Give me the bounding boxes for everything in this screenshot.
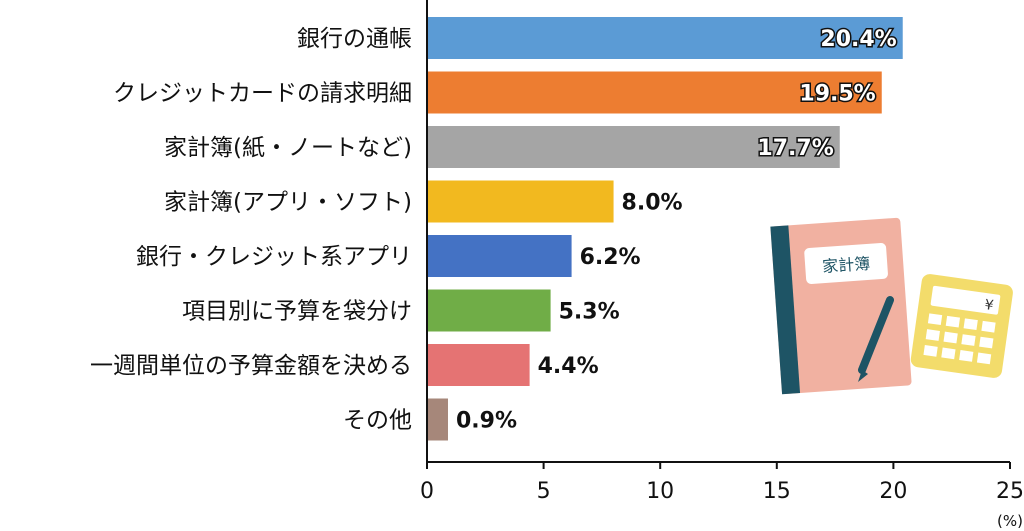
x-tick-label: 20 [879, 479, 907, 504]
bars-layer: 銀行の通帳 20.4% クレジットカードの請求明細 19.5% 家計簿(紙・ノートなど)… [90, 17, 903, 441]
value-label: 5.3% [559, 300, 620, 325]
category-label: 銀行・クレジット系アプリ [136, 244, 412, 270]
value-label: 0.9% [456, 409, 517, 434]
notebook-label: 家計簿 [822, 254, 871, 276]
value-label: 19.5% [799, 82, 875, 107]
unit-label: (%) [997, 512, 1023, 530]
bar [427, 126, 840, 168]
value-label: 20.4% [820, 27, 896, 52]
x-tick-label: 5 [537, 479, 551, 504]
bar [427, 180, 614, 223]
calculator-icon: ¥ [910, 274, 1013, 378]
bar [427, 235, 572, 277]
ticks-layer: 0 5 10 15 20 25 [420, 462, 1024, 504]
bar [427, 289, 551, 332]
x-tick-label: 10 [646, 479, 674, 504]
value-label: 17.7% [757, 136, 833, 161]
x-tick-label: 0 [420, 479, 434, 504]
bar [427, 71, 882, 114]
bar [427, 398, 448, 441]
calculator-symbol: ¥ [983, 297, 994, 314]
category-label: 家計簿(アプリ・ソフト) [164, 190, 412, 216]
value-label: 8.0% [622, 191, 683, 216]
bar [427, 17, 903, 59]
category-label: クレジットカードの請求明細 [113, 81, 412, 107]
category-label: 一週間単位の予算金額を決める [90, 353, 412, 379]
category-label: 項目別に予算を袋分け [182, 299, 412, 325]
bar [427, 344, 530, 386]
category-label: 家計簿(紙・ノートなど) [164, 135, 412, 161]
notebook-icon: 家計簿 [770, 217, 912, 395]
value-label: 4.4% [538, 354, 599, 379]
value-label: 6.2% [580, 245, 641, 270]
x-tick-label: 25 [996, 479, 1024, 504]
category-label: 銀行の通帳 [297, 26, 412, 52]
category-label: その他 [343, 408, 412, 434]
pen-icon [858, 296, 894, 382]
x-tick-label: 15 [763, 479, 791, 504]
